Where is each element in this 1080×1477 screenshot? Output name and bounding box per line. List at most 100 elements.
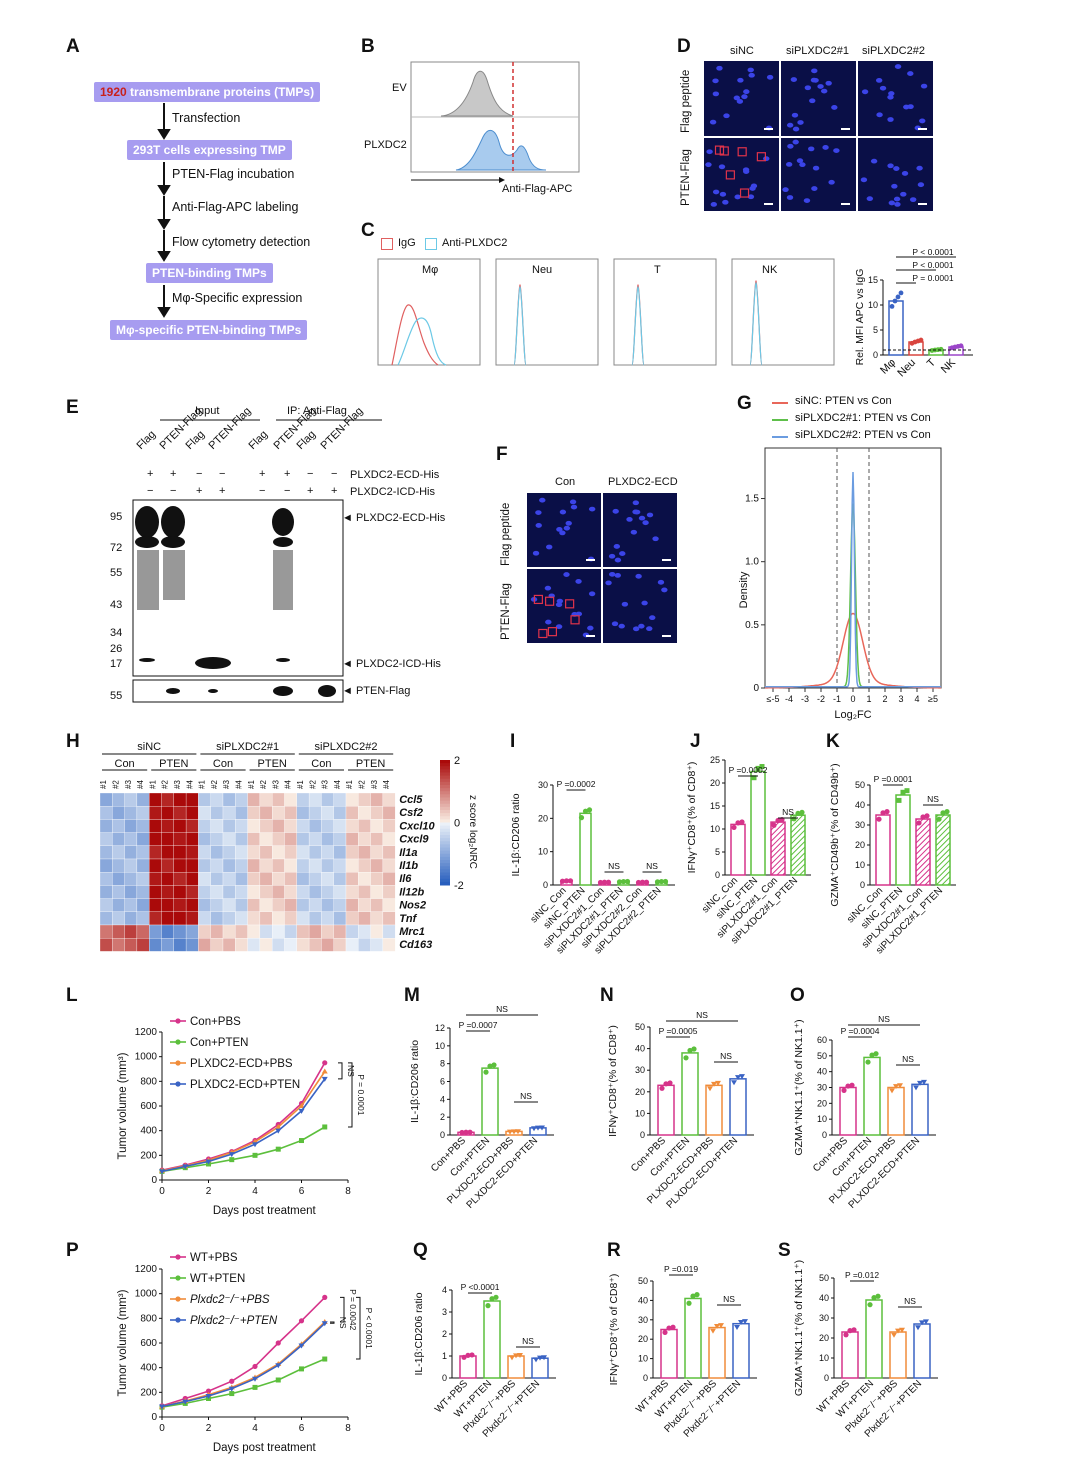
nucleus <box>575 611 583 617</box>
g-xtick-label: -2 <box>817 694 825 704</box>
data-point <box>710 1328 716 1334</box>
h-heatmap-cell <box>136 792 150 807</box>
h-heatmap-cell <box>185 898 199 912</box>
h-heatmap-cell <box>333 924 347 939</box>
p-value-label: P =0.0005 <box>659 1026 698 1036</box>
h-subgroup-label: Con <box>213 758 233 770</box>
ytick-label: 10 <box>819 1353 829 1363</box>
c-category-label: Mφ <box>878 357 898 377</box>
data-point <box>755 765 761 771</box>
h-heatmap-cell <box>358 885 371 899</box>
nucleus <box>587 625 594 631</box>
xtick-label: 2 <box>206 1423 212 1434</box>
d-row-pten: PTEN-Flag <box>680 149 692 206</box>
h-scale-segment <box>440 860 450 864</box>
data-point <box>849 1082 855 1088</box>
h-heatmap-cell <box>235 911 248 926</box>
nucleus <box>887 117 894 122</box>
series-point <box>205 1388 212 1394</box>
h-heatmap-cell <box>136 845 150 860</box>
bar <box>732 1322 750 1379</box>
series-line <box>161 1078 326 1173</box>
h-scale-segment <box>440 766 450 770</box>
nucleus <box>556 527 563 532</box>
nucleus <box>893 166 900 171</box>
legend-label: Con+PBS <box>190 1016 241 1028</box>
nucleus <box>532 550 540 556</box>
h-scale-segment <box>440 844 450 848</box>
f-col-con: Con <box>555 476 576 488</box>
data-point <box>578 815 585 821</box>
h-subgroup-label: PTEN <box>159 758 188 770</box>
data-point <box>913 1085 919 1091</box>
h-scale-segment <box>440 781 450 786</box>
h-heatmap-cell <box>222 832 236 846</box>
ytick-label: 12 <box>435 1023 445 1033</box>
series-point <box>299 1366 304 1372</box>
h-heatmap-cell <box>321 832 334 846</box>
series-point <box>159 1404 165 1410</box>
legend-label: WT+PTEN <box>190 1273 245 1285</box>
bar <box>729 1078 747 1136</box>
h-heatmap-cell <box>370 924 384 939</box>
nucleus <box>712 78 719 84</box>
h-heatmap-cell <box>382 872 396 886</box>
series-point <box>299 1138 304 1144</box>
data-point <box>876 816 882 822</box>
nucleus <box>632 500 640 506</box>
ytick-label: 0 <box>543 880 548 890</box>
nucleus <box>820 88 828 94</box>
c-ytick-label: 10 <box>868 300 878 310</box>
ytick-label: 0 <box>151 1175 157 1186</box>
h-heatmap-cell <box>333 872 347 886</box>
data-point <box>662 1329 668 1336</box>
legend-label: WT+PBS <box>190 1252 238 1264</box>
data-point <box>916 820 922 826</box>
h-heatmap-cell <box>210 806 224 820</box>
nucleus <box>563 525 571 531</box>
nucleus <box>797 120 804 125</box>
flow-step-labeling: Anti-Flag-APC labeling <box>172 200 299 214</box>
series-point <box>229 1378 235 1384</box>
nucleus <box>812 77 819 83</box>
d-tile-5 <box>780 137 857 212</box>
h-heatmap-cell <box>149 792 162 807</box>
c-bar <box>888 300 904 356</box>
g-ytick-label: 0.5 <box>745 620 759 631</box>
h-heatmap-cell <box>259 924 273 939</box>
ytick-label: 0 <box>151 1412 157 1423</box>
xtick-label: 0 <box>159 1423 165 1434</box>
legend-marker <box>175 1060 181 1066</box>
data-point <box>924 813 930 819</box>
c-data-point <box>892 298 898 304</box>
h-heatmap-cell <box>345 938 359 952</box>
h-scale-segment <box>440 853 450 858</box>
h-heatmap-cell <box>149 938 162 952</box>
series-line <box>161 1126 326 1173</box>
c-data-point <box>938 346 944 352</box>
e-row2-sign: + <box>219 485 226 497</box>
data-point <box>666 1325 672 1331</box>
ytick-label: 60 <box>817 1035 827 1045</box>
nucleus <box>894 64 902 69</box>
g-legend-swatch <box>772 402 788 404</box>
data-point <box>875 1293 881 1299</box>
legend-label: PLXDC2-ECD+PTEN <box>190 1079 300 1091</box>
ytick-label: 40 <box>635 1044 645 1054</box>
h-heatmap-cell <box>112 832 125 846</box>
series-point <box>229 1157 235 1163</box>
y-axis-label: Tumor volume (mm³) <box>117 1052 129 1159</box>
e-lane-label: Flag <box>134 428 159 452</box>
nucleus <box>861 89 869 95</box>
series-point <box>321 1321 328 1327</box>
ytick-label: 800 <box>140 1313 157 1324</box>
nucleus <box>817 84 824 89</box>
data-point <box>771 822 777 828</box>
h-heatmap-cell <box>112 885 125 899</box>
h-heatmap-cell <box>222 792 236 807</box>
h-heatmap-cell <box>161 898 174 912</box>
h-heatmap-cell <box>210 819 224 833</box>
ytick-label: 4 <box>440 1094 445 1104</box>
p-value-label: P =0.0004 <box>841 1026 880 1036</box>
